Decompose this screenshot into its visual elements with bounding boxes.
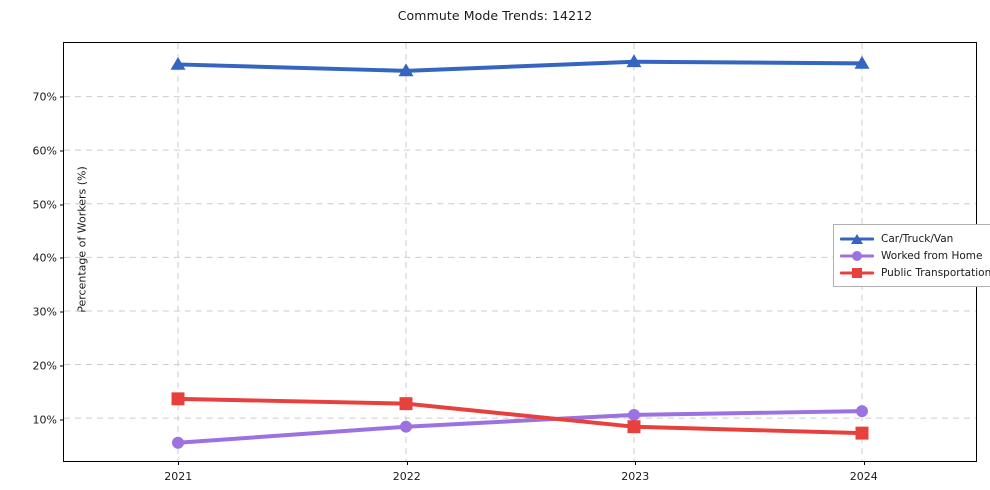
plot-area: Percentage of Workers (%) 10% 20% 30% 40% 50…: [33, 42, 977, 483]
y-tick-mark: [60, 419, 64, 421]
legend-item: Car/Truck/Van: [840, 230, 990, 247]
legend-marker-triangle-icon: [851, 233, 863, 244]
legend-marker-circle-icon: [852, 250, 862, 261]
legend-item: Public Transportation: [840, 264, 990, 281]
legend-marker-square-icon: [852, 267, 862, 278]
y-tick-label: 70%: [32, 90, 57, 104]
y-tick-mark: [60, 365, 64, 367]
y-tick-label: 10%: [32, 413, 57, 427]
chart-title: Commute Mode Trends: 14212: [397, 8, 593, 23]
x-tick-mark: [635, 461, 637, 465]
legend-swatch: [840, 266, 874, 280]
y-tick-label: 30%: [32, 305, 57, 319]
y-tick-mark: [60, 96, 64, 98]
y-tick-mark: [60, 150, 64, 152]
y-tick-label: 20%: [32, 359, 57, 373]
legend-label: Public Transportation: [881, 266, 990, 279]
legend-item: Worked from Home: [840, 247, 990, 264]
y-tick-mark: [60, 257, 64, 259]
y-tick-mark: [60, 204, 64, 206]
legend-label: Worked from Home: [881, 249, 983, 262]
series-lines: [170, 54, 870, 449]
legend-swatch: [840, 232, 874, 246]
legend-label: Car/Truck/Van: [881, 232, 954, 245]
y-tick-label: 50%: [32, 198, 57, 212]
y-tick-mark: [60, 311, 64, 313]
chart-legend: Car/Truck/Van Worked from Home Public Tran…: [833, 224, 990, 287]
y-tick-label: 40%: [32, 251, 57, 265]
x-tick-label: 2023: [621, 470, 650, 483]
x-tick-label: 2024: [849, 470, 878, 483]
x-tick-mark: [406, 461, 408, 465]
x-tick-mark: [863, 461, 865, 465]
y-tick-label: 60%: [32, 144, 57, 158]
x-tick-label: 2022: [392, 470, 421, 483]
x-tick-label: 2021: [164, 470, 193, 483]
gridlines: [64, 43, 976, 461]
legend-swatch: [840, 249, 874, 263]
x-tick-mark: [178, 461, 180, 465]
